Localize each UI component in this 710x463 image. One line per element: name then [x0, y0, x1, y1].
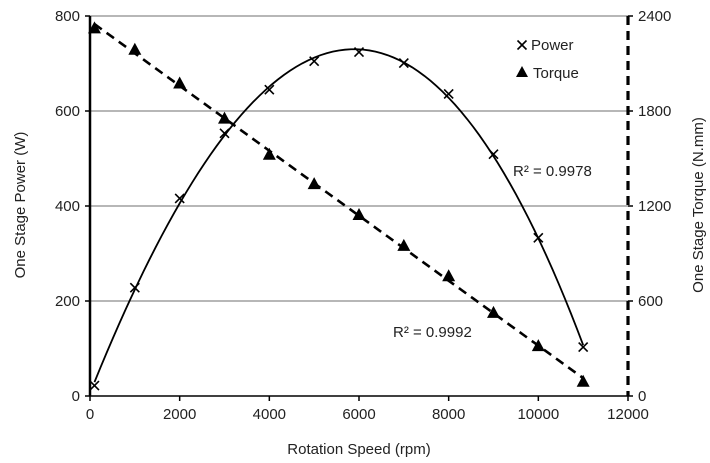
y-left-tick-label: 600 [55, 103, 80, 120]
torque-point [262, 147, 276, 160]
power-point [89, 380, 100, 391]
x-tick-label: 10000 [517, 406, 559, 423]
x-marker-stroke [533, 232, 544, 243]
x-marker-stroke [488, 149, 499, 160]
torque-point [531, 339, 545, 352]
trendline-power [93, 48, 585, 383]
power-point [353, 47, 365, 58]
legend-label-power: Power [531, 37, 574, 54]
x-marker-stroke [174, 193, 185, 204]
x-marker-stroke [264, 84, 275, 95]
power-point [219, 128, 230, 139]
x-tick-label: 8000 [432, 406, 465, 423]
x-marker-stroke [443, 88, 454, 99]
x-marker-stroke [309, 56, 320, 67]
torque-point [352, 208, 366, 221]
power-point [533, 232, 544, 243]
torque-point [442, 269, 456, 282]
x-marker-icon [516, 39, 528, 51]
torque-point [218, 111, 231, 124]
trendline-torque [93, 23, 584, 380]
x-marker-stroke [578, 342, 589, 353]
y-right-tick-label: 600 [638, 293, 663, 310]
r2-label-torque: R² = 0.9992 [393, 324, 472, 341]
triangle-marker-icon [516, 66, 528, 77]
power-point [174, 193, 185, 204]
x-marker-stroke [353, 47, 365, 58]
torque-point [87, 21, 101, 34]
power-point [398, 57, 409, 69]
x-tick-label: 12000 [607, 406, 649, 423]
power-point [129, 282, 140, 293]
y-right-tick-label: 2400 [638, 8, 671, 25]
torque-point [307, 177, 321, 190]
x-axis-label: Rotation Speed (rpm) [287, 441, 430, 458]
legend-label-torque: Torque [533, 65, 579, 82]
torque-point [576, 374, 590, 387]
power-point [264, 84, 275, 95]
power-point [309, 56, 320, 67]
x-tick-label: 2000 [163, 406, 196, 423]
y-right-tick-label: 0 [638, 388, 646, 405]
axes [85, 15, 633, 401]
power-point [488, 149, 499, 160]
y-right-axis-label: One Stage Torque (N.mm) [690, 117, 707, 293]
r2-label-power: R² = 0.9978 [513, 163, 592, 180]
y-left-tick-label: 400 [55, 198, 80, 215]
trendlines [93, 23, 585, 383]
x-marker-stroke [219, 128, 230, 139]
legend: Power Torque [516, 37, 579, 82]
torque-point [173, 76, 187, 89]
legend-item-torque: Torque [516, 65, 579, 82]
x-marker-stroke [89, 380, 100, 391]
x-tick-label: 6000 [342, 406, 375, 423]
x-tick-label: 0 [86, 406, 94, 423]
y-left-tick-label: 800 [55, 8, 80, 25]
torque-point [397, 238, 411, 251]
x-marker-stroke [398, 57, 409, 69]
power-point [443, 88, 454, 99]
y-left-tick-label: 200 [55, 293, 80, 310]
x-tick-label: 4000 [253, 406, 286, 423]
legend-item-power: Power [516, 37, 574, 54]
torque-point [128, 42, 142, 55]
power-point [578, 342, 589, 353]
y-left-axis-label: One Stage Power (W) [12, 132, 29, 279]
x-marker-stroke [129, 282, 140, 293]
y-right-tick-label: 1800 [638, 103, 671, 120]
y-left-tick-label: 0 [72, 388, 80, 405]
data-points [87, 21, 590, 391]
gridlines [90, 15, 628, 302]
y-right-tick-label: 1200 [638, 198, 671, 215]
torque-point [487, 305, 500, 318]
